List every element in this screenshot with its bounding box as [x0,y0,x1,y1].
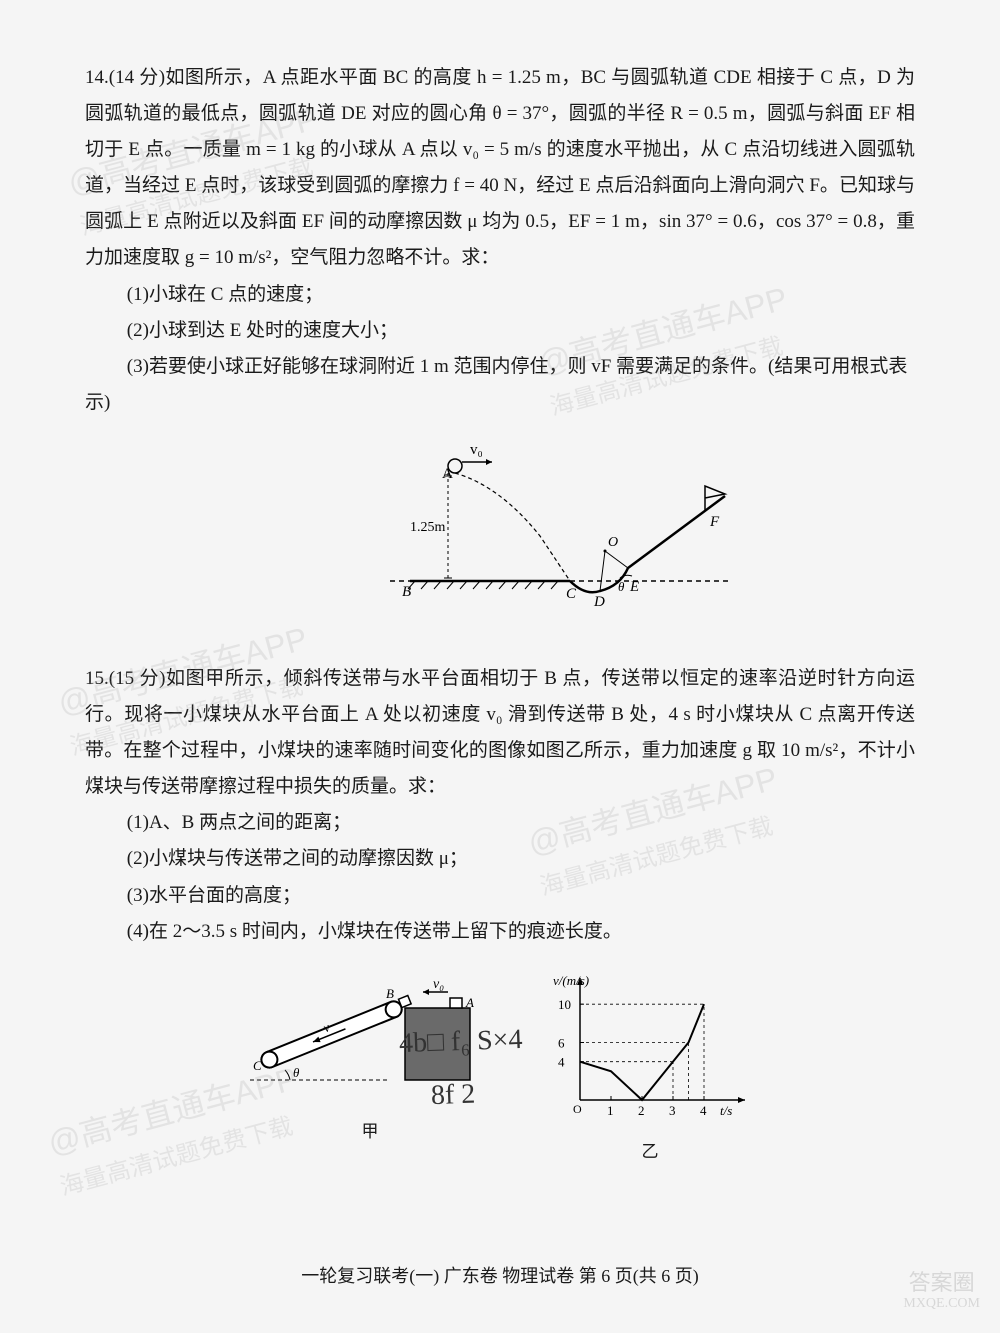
svg-text:1: 1 [607,1103,614,1118]
problem-14: 14.(14 分)如图所示，A 点距水平面 BC 的高度 h = 1.25 m，… [85,60,915,611]
svg-text:A: A [442,466,453,482]
problem-15-q2: (2)小煤块与传送带之间的动摩擦因数 μ； [85,841,915,877]
svg-text:θ: θ [618,579,625,594]
figure-15-yi: t/s v/(m/s) 1 2 3 4 4 6 10 O 乙 [545,970,755,1168]
svg-text:v₀: v₀ [470,442,483,458]
svg-text:C: C [253,1058,262,1073]
svg-text:B: B [402,584,411,600]
problem-15-label: 15.(15 分) [85,668,165,689]
svg-text:v/(m/s): v/(m/s) [553,973,589,988]
problem-14-label: 14.(14 分) [85,67,165,88]
svg-text:1.25m: 1.25m [410,520,446,535]
problem-15-text: 如图甲所示，倾斜传送带与水平台面相切于 B 点，传送带以恒定的速率沿逆时针方向运… [85,668,915,797]
problem-14-stem: 14.(14 分)如图所示，A 点距水平面 BC 的高度 h = 1.25 m，… [85,60,915,277]
svg-text:E: E [629,579,639,595]
svg-text:t/s: t/s [720,1103,732,1118]
svg-text:6: 6 [558,1035,565,1050]
graph-svg: t/s v/(m/s) 1 2 3 4 4 6 10 O [545,970,755,1120]
svg-text:θ: θ [293,1065,300,1080]
svg-text:B: B [386,986,394,1001]
problem-15-q4: (4)在 2～3.5 s 时间内，小煤块在传送带上留下的痕迹长度。 [85,914,915,950]
svg-text:C: C [566,586,577,602]
page-footer: 一轮复习联考(一) 广东卷 物理试卷 第 6 页(共 6 页) [0,1259,1000,1293]
problem-14-text: 如图所示，A 点距水平面 BC 的高度 h = 1.25 m，BC 与圆弧轨道 … [85,67,915,268]
problem-14-q3: (3)若要使小球正好能够在球洞附近 1 m 范围内停住，则 vF 需要满足的条件… [85,349,915,421]
handwriting: 4b□ f₆ S×4 8f 2 [398,1013,525,1124]
svg-text:3: 3 [669,1103,676,1118]
figure-14: v₀ A 1.25m B C D E O θ F [205,436,915,611]
svg-text:10: 10 [558,997,571,1012]
problem-15-stem: 15.(15 分)如图甲所示，倾斜传送带与水平台面相切于 B 点，传送带以恒定的… [85,661,915,805]
problem-14-q1: (1)小球在 C 点的速度； [85,277,915,313]
svg-text:v₀: v₀ [433,977,444,992]
figure-14-svg: v₀ A 1.25m B C D E O θ F [380,436,740,611]
svg-text:4: 4 [700,1103,707,1118]
svg-text:D: D [593,594,605,610]
fig2-label: 乙 [545,1136,755,1168]
problem-14-q2: (2)小球到达 E 处时的速度大小； [85,313,915,349]
problem-15-q1: (1)A、B 两点之间的距离； [85,805,915,841]
svg-text:F: F [709,514,720,530]
svg-text:O: O [608,535,618,550]
corner-logo: 答案圈 MXQE.COM [903,1270,980,1313]
svg-text:2: 2 [638,1103,645,1118]
problem-15-q3: (3)水平台面的高度； [85,878,915,914]
svg-text:O: O [573,1102,582,1116]
svg-text:A: A [465,995,474,1010]
svg-text:4: 4 [558,1054,565,1069]
